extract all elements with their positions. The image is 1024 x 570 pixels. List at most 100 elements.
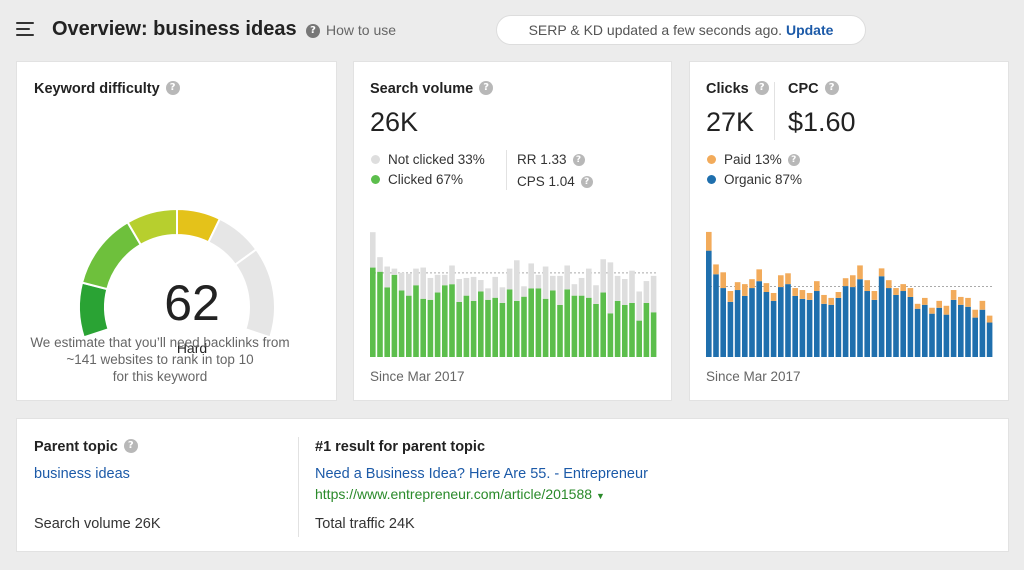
- search-volume-bar-lower: [571, 295, 578, 357]
- gauge-segment-super-hard: [233, 247, 276, 339]
- help-icon[interactable]: ?: [754, 81, 769, 96]
- search-volume-bar-upper: [521, 286, 527, 297]
- search-volume-bar-upper: [478, 280, 484, 292]
- clicks-bar-lower: [713, 274, 719, 357]
- clicks-bar-lower: [864, 291, 870, 357]
- search-volume-bar-upper: [463, 277, 470, 296]
- clicks-bar-upper: [713, 264, 719, 275]
- clicks-bar-upper: [706, 231, 712, 251]
- help-icon[interactable]: ?: [580, 176, 593, 189]
- clicks-bar-upper: [864, 280, 870, 292]
- clicks-bar-upper: [965, 297, 971, 307]
- clicks-bar-upper: [850, 275, 856, 288]
- clicks-bar-upper: [842, 278, 849, 287]
- clicks-bar-upper: [900, 284, 906, 292]
- search-volume-bar-upper: [427, 277, 434, 300]
- clicks-bar-upper: [986, 315, 993, 323]
- clicks-bar-upper: [936, 300, 942, 308]
- search-volume-bar-lower: [406, 295, 412, 357]
- how-to-use-link[interactable]: ? How to use: [306, 22, 397, 39]
- clicks-bar-lower: [742, 295, 748, 357]
- legend-paid: Paid 13%?: [707, 152, 800, 167]
- help-icon[interactable]: ?: [123, 439, 138, 454]
- clicks-bar-upper: [922, 297, 928, 305]
- search-volume-bar-upper: [600, 259, 606, 293]
- cps-metric: CPS 1.04?: [517, 174, 593, 189]
- help-icon[interactable]: ?: [165, 81, 180, 96]
- search-volume-bar-upper: [578, 277, 585, 296]
- clicks-bar-upper: [979, 300, 986, 310]
- difficulty-score: 62: [164, 275, 220, 331]
- clicks-value: 27K: [706, 107, 755, 137]
- update-button[interactable]: Update: [785, 22, 834, 38]
- search-volume-bar-upper: [622, 279, 628, 305]
- help-icon[interactable]: ?: [824, 81, 839, 96]
- top-result-url[interactable]: https://www.entrepreneur.com/article/201…: [315, 486, 605, 502]
- clicks-bar-lower: [958, 304, 964, 357]
- clicks-bar-lower: [900, 291, 906, 357]
- help-icon[interactable]: ?: [479, 81, 494, 96]
- search-volume-bar-upper: [550, 275, 556, 291]
- how-to-use-label: How to use: [326, 22, 397, 38]
- search-volume-bar-lower: [456, 301, 462, 357]
- search-volume-bar-lower: [542, 298, 549, 357]
- not-clicked-label: Not clicked 33%: [388, 152, 485, 167]
- help-icon[interactable]: ?: [572, 154, 585, 167]
- keyword-difficulty-card: Keyword difficulty? 62 Hard: [16, 61, 337, 401]
- search-volume-bar-upper: [434, 274, 441, 293]
- keyword-difficulty-title: Keyword difficulty?: [34, 81, 180, 97]
- search-volume-bar-lower: [564, 289, 570, 357]
- difficulty-label: Hard: [176, 340, 208, 356]
- search-volume-bar-lower: [528, 288, 534, 357]
- clicks-bar-upper: [821, 294, 827, 304]
- clicks-bar-lower: [943, 314, 950, 357]
- search-volume-bar-lower: [629, 302, 635, 357]
- search-volume-title: Search volume?: [370, 81, 494, 97]
- search-volume-bar-lower: [391, 274, 398, 357]
- clicks-bar-lower: [814, 291, 820, 357]
- search-volume-bar-upper: [643, 281, 650, 303]
- help-icon[interactable]: ?: [787, 154, 800, 167]
- difficulty-description-line: We estimate that you’ll need backlinks f…: [30, 335, 290, 350]
- search-volume-bar-upper: [413, 268, 419, 286]
- search-volume-bar-upper: [391, 268, 398, 275]
- search-volume-bar-lower: [535, 288, 542, 357]
- search-volume-bar-lower: [427, 299, 434, 357]
- clicks-bar-upper: [958, 296, 964, 305]
- clicks-bar-lower: [842, 286, 849, 357]
- search-volume-chart: [370, 232, 658, 357]
- clicks-bar-lower: [950, 299, 957, 357]
- clicks-bar-lower: [857, 279, 863, 357]
- organic-dot: [707, 175, 716, 184]
- top-result-title: #1 result for parent topic: [315, 439, 486, 455]
- clicks-bar-upper: [742, 284, 748, 296]
- search-volume-bar-lower: [384, 287, 390, 357]
- cpc-title: CPC?: [788, 81, 839, 97]
- clicks-bar-lower: [727, 301, 734, 357]
- clicks-bar-lower: [734, 290, 741, 357]
- parent-topic-link[interactable]: business ideas: [34, 466, 130, 482]
- clicks-bar-upper: [929, 307, 935, 314]
- clicks-bar-upper: [770, 292, 777, 301]
- search-volume-bar-lower: [636, 320, 642, 357]
- clicks-bar-lower: [972, 317, 978, 357]
- search-volume-bar-lower: [478, 291, 484, 357]
- search-volume-bar-lower: [614, 300, 621, 357]
- clicks-bar-lower: [965, 306, 971, 357]
- search-volume-bar-upper: [398, 272, 405, 291]
- clicks-bar-lower: [770, 300, 777, 357]
- search-volume-bar-upper: [485, 288, 491, 300]
- parent-topic-title-text: Parent topic: [34, 439, 118, 455]
- clicks-bar-upper: [734, 282, 741, 291]
- difficulty-gauge: [78, 207, 276, 339]
- menu-icon[interactable]: [16, 22, 34, 36]
- top-result-link[interactable]: Need a Business Idea? Here Are 55. - Ent…: [315, 466, 648, 482]
- search-volume-bar-upper: [514, 260, 520, 301]
- search-volume-bar-upper: [535, 274, 542, 289]
- caret-down-icon[interactable]: ▼: [596, 491, 605, 501]
- clicks-bar-lower: [749, 288, 755, 357]
- search-volume-bar-lower: [449, 284, 455, 357]
- clicks-bar-upper: [828, 297, 834, 305]
- clicks-bar-upper: [785, 273, 791, 285]
- clicks-bar-upper: [972, 309, 978, 318]
